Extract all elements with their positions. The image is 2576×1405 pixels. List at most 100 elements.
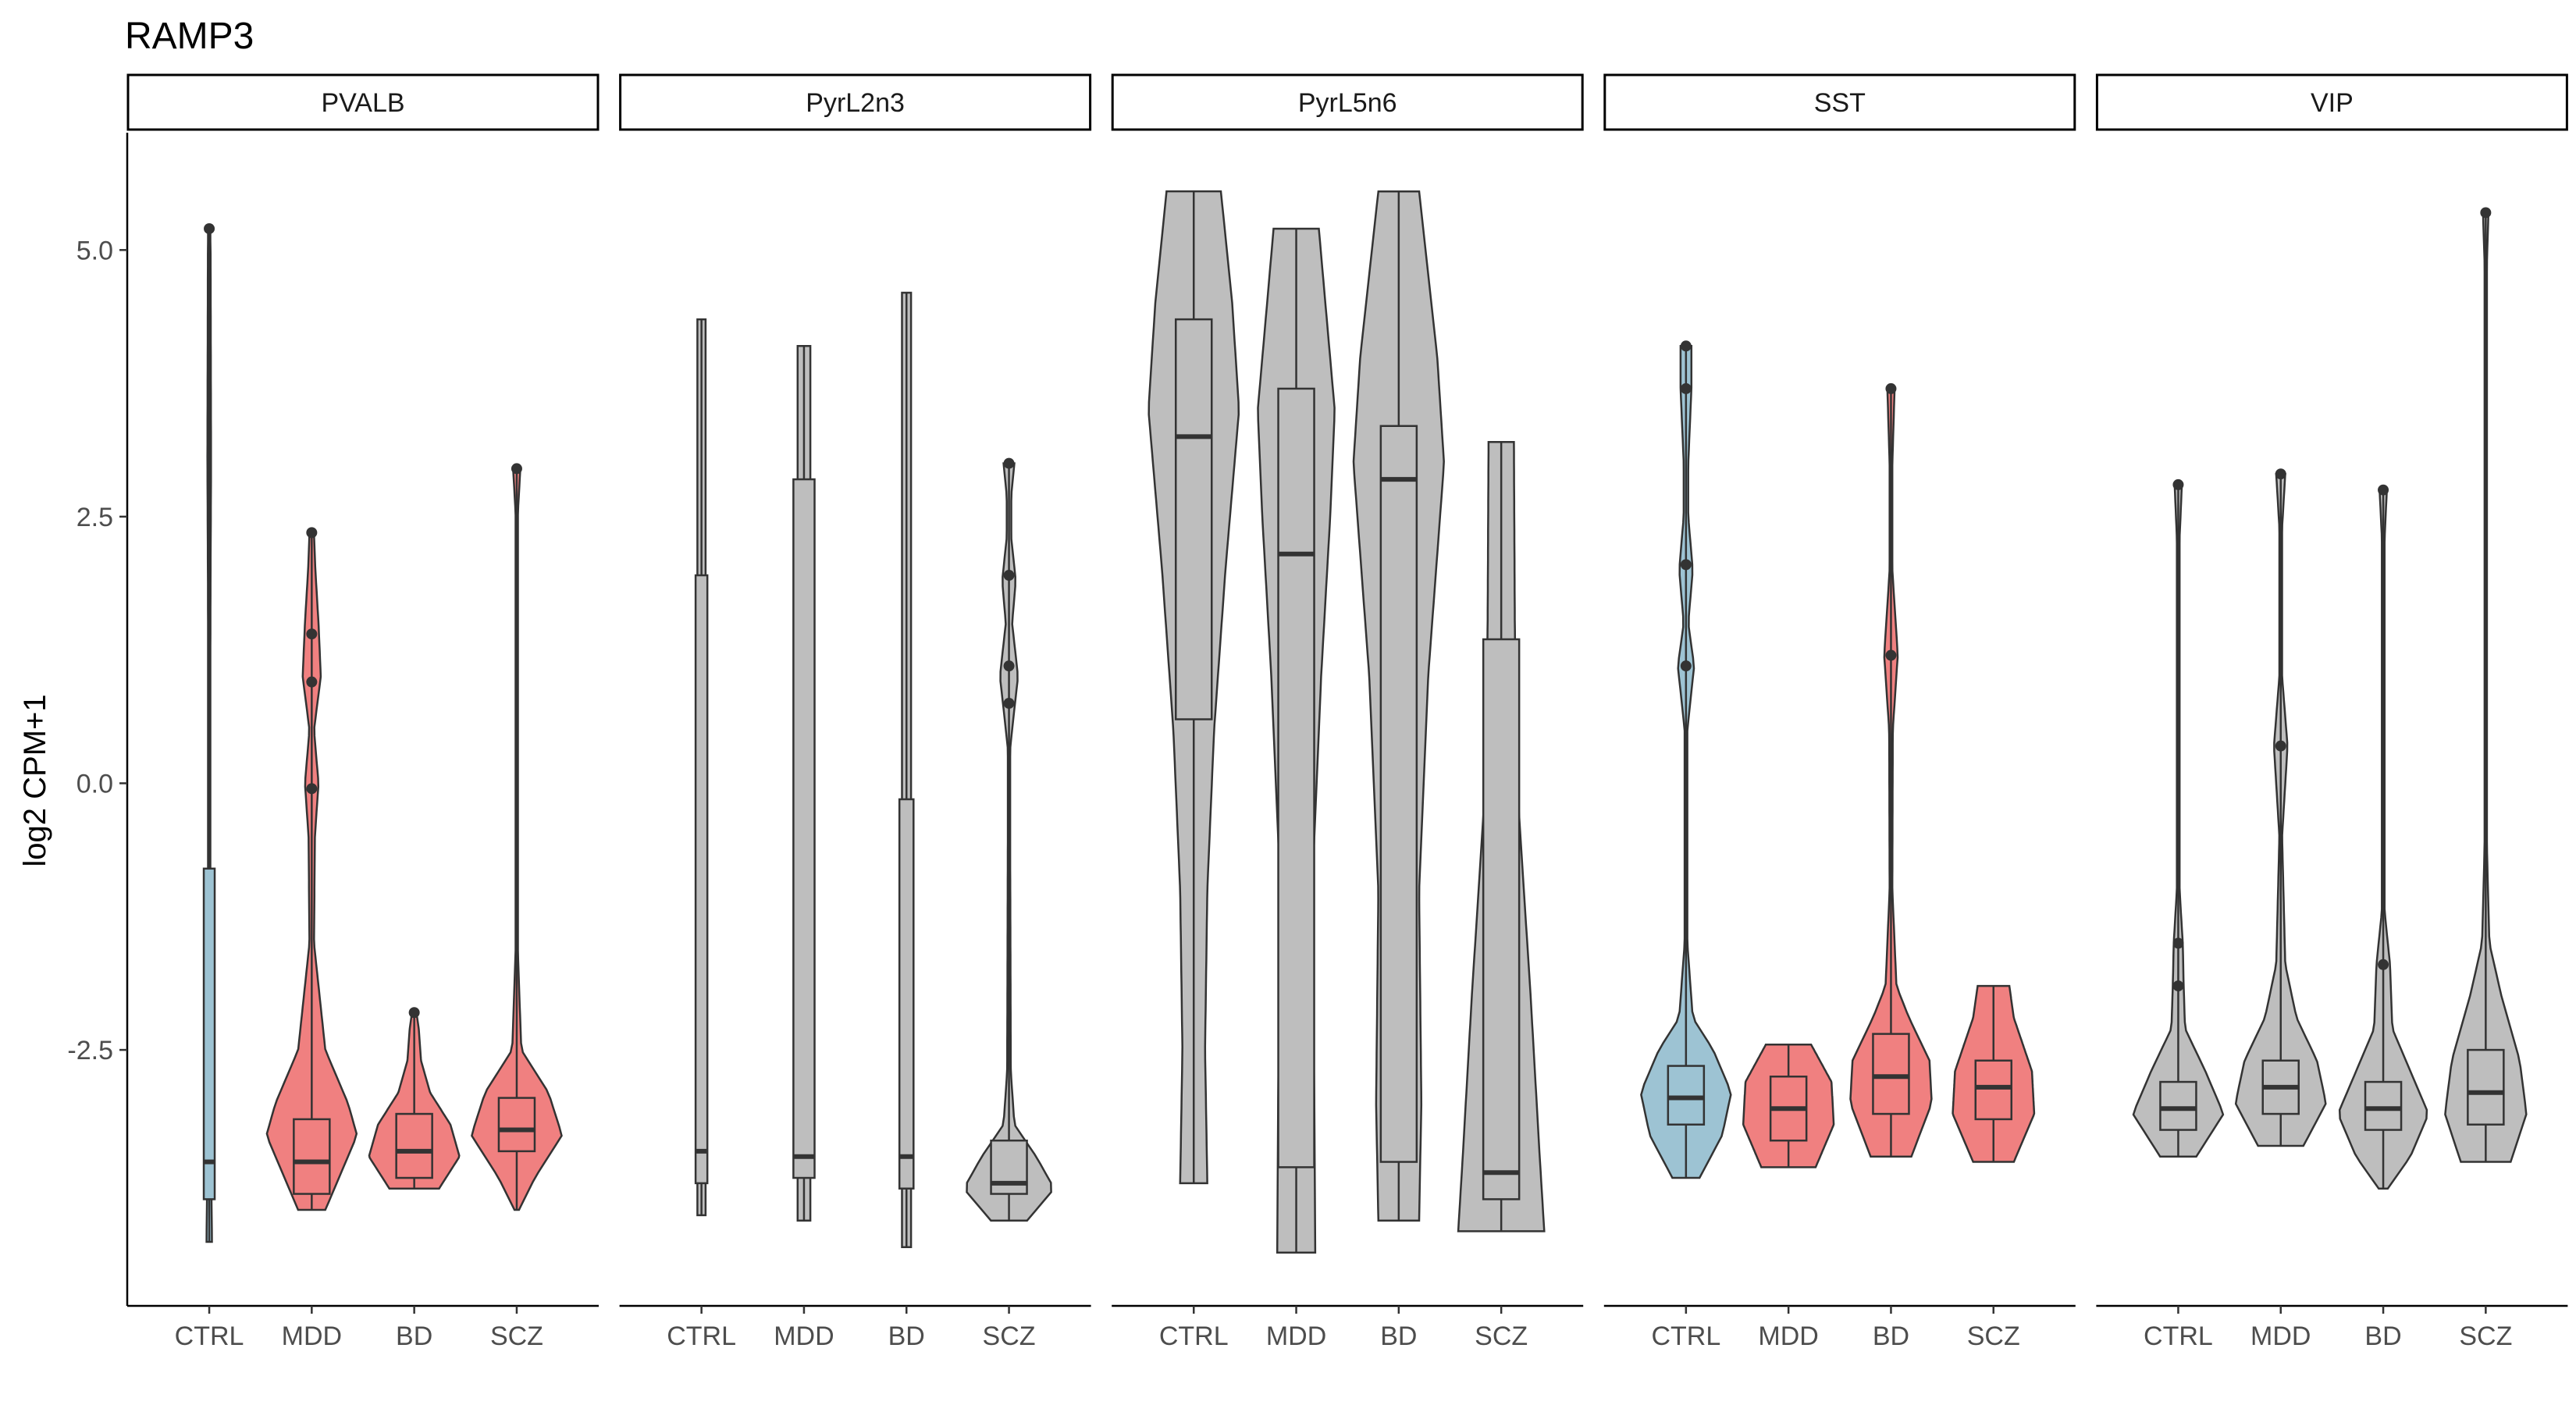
facet-strip-label: PyrL5n6: [1298, 88, 1397, 118]
violin-pyrl2n3-bd: [898, 291, 915, 1249]
box: [395, 1112, 433, 1179]
box: [497, 1097, 536, 1153]
violin-vip-scz: [2444, 207, 2528, 1163]
outlier-point: [1003, 698, 1015, 710]
y-tick-label: 5.0: [76, 236, 113, 265]
box: [1482, 638, 1521, 1200]
box: [202, 867, 216, 1200]
y-tick-label: -2.5: [67, 1036, 113, 1065]
box: [694, 574, 709, 1185]
y-tick-label: 2.5: [76, 503, 113, 532]
outlier-point: [1680, 382, 1692, 394]
x-tick-label: BD: [1380, 1321, 1417, 1351]
facet-strip: [1603, 73, 2076, 131]
violin-vip-ctrl: [2132, 478, 2225, 1158]
box: [990, 1139, 1028, 1195]
violin-pyrl5n6-bd: [1352, 190, 1445, 1222]
facet-strip: [2095, 73, 2568, 131]
facet-strip: [126, 73, 600, 131]
outlier-point: [2172, 478, 2184, 490]
x-tick-label: SCZ: [1475, 1321, 1528, 1351]
x-tick-label: MDD: [1266, 1321, 1326, 1351]
facet-strip-label: PyrL2n3: [806, 88, 905, 118]
outlier-point: [306, 527, 318, 539]
panel-pvalb: PVALB CTRL MDD BD SCZ: [126, 73, 600, 1351]
outlier-point: [1680, 660, 1692, 672]
outlier-point: [1885, 649, 1897, 661]
outlier-point: [1680, 340, 1692, 352]
violin-pvalb-ctrl: [202, 222, 216, 1243]
box: [1667, 1065, 1706, 1126]
box: [2467, 1048, 2505, 1126]
box: [898, 798, 915, 1190]
outlier-point: [408, 1007, 420, 1019]
x-tick-label: SCZ: [1967, 1321, 2020, 1351]
outlier-point: [2378, 959, 2389, 970]
x-tick-label: BD: [2364, 1321, 2401, 1351]
facet-strip-label: VIP: [2311, 88, 2354, 118]
outlier-point: [1003, 457, 1015, 469]
violin-vip-mdd: [2234, 468, 2327, 1147]
outlier-point: [2378, 484, 2389, 496]
outlier-point: [2275, 740, 2286, 752]
violin-vip-bd: [2338, 484, 2428, 1190]
violin-pyrl5n6-mdd: [1257, 227, 1336, 1254]
box: [1174, 318, 1213, 720]
x-tick-label: MDD: [1758, 1321, 1818, 1351]
x-tick-label: MDD: [774, 1321, 834, 1351]
violin-pyrl5n6-scz: [1457, 440, 1546, 1232]
box: [1379, 425, 1418, 1163]
box: [1974, 1059, 2013, 1121]
x-tick-label: BD: [888, 1321, 925, 1351]
violin-pvalb-mdd: [265, 527, 358, 1211]
box: [1872, 1033, 1910, 1115]
panel-vip: VIP CTRL MDD BD SCZ: [2095, 73, 2568, 1351]
violin-sst-mdd: [1742, 1043, 1835, 1168]
outlier-point: [2172, 980, 2184, 992]
x-tick-label: BD: [396, 1321, 432, 1351]
x-tick-label: CTRL: [1651, 1321, 1720, 1351]
outlier-point: [1003, 660, 1015, 672]
outlier-point: [306, 676, 318, 688]
chart-title: RAMP3: [125, 16, 254, 57]
violin-sst-bd: [1849, 382, 1933, 1158]
facet-strip-label: SST: [1814, 88, 1866, 118]
box: [293, 1118, 331, 1195]
outlier-point: [204, 222, 215, 234]
violin-pyrl2n3-mdd: [792, 345, 816, 1222]
y-axis-label: log2 CPM+1: [18, 694, 52, 866]
outlier-point: [2480, 207, 2492, 219]
box: [2159, 1080, 2197, 1131]
x-tick-label: CTRL: [667, 1321, 736, 1351]
panel-sst: SST CTRL MDD BD SCZ: [1603, 73, 2076, 1351]
x-tick-label: MDD: [2250, 1321, 2311, 1351]
outlier-point: [306, 628, 318, 640]
x-tick-label: MDD: [282, 1321, 342, 1351]
outlier-point: [511, 463, 522, 475]
violin-pvalb-scz: [471, 463, 563, 1211]
outlier-point: [1885, 382, 1897, 394]
violin-pyrl2n3-scz: [966, 457, 1052, 1222]
violin-pvalb-bd: [368, 1007, 461, 1190]
violin-sst-scz: [1952, 984, 2036, 1163]
facet-strip: [1111, 73, 1584, 131]
violin-pyrl2n3-ctrl: [694, 318, 709, 1217]
x-tick-label: CTRL: [175, 1321, 244, 1351]
x-tick-label: BD: [1873, 1321, 1909, 1351]
x-tick-label: SCZ: [983, 1321, 1036, 1351]
y-axis: -2.5 0.0 2.5 5.0: [67, 133, 129, 1306]
outlier-point: [1680, 559, 1692, 571]
panel-pyrl5n6: PyrL5n6 CTRL MDD BD SCZ: [1111, 73, 1584, 1351]
facet-strip: [619, 73, 1092, 131]
box: [2364, 1080, 2403, 1131]
x-tick-label: CTRL: [1159, 1321, 1229, 1351]
outlier-point: [306, 783, 318, 795]
outlier-point: [2275, 468, 2286, 480]
box: [792, 478, 816, 1179]
box: [1277, 387, 1315, 1168]
violin-sst-ctrl: [1640, 340, 1732, 1179]
outlier-point: [2172, 937, 2184, 949]
x-tick-label: SCZ: [2459, 1321, 2512, 1351]
x-tick-label: SCZ: [490, 1321, 543, 1351]
